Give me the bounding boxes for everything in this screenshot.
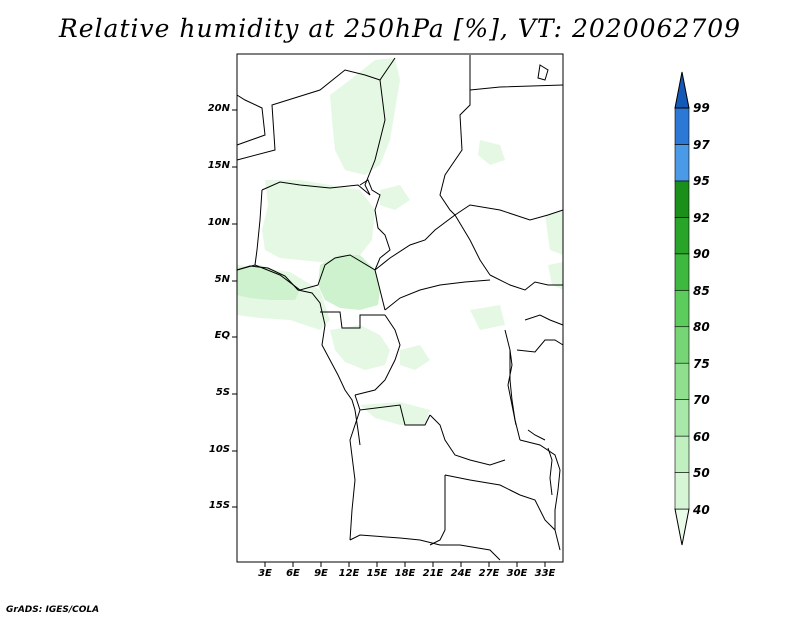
- colorbar-label-50: 50: [693, 466, 710, 480]
- colorbar-label-90: 90: [693, 247, 710, 261]
- colorbar: [674, 71, 690, 546]
- colorbar-segment-85-90: [674, 253, 690, 291]
- lat-label-eq: EQ: [214, 330, 230, 341]
- humidity-patch-gulf: [237, 265, 300, 300]
- lat-label-10s: 10S: [208, 444, 230, 455]
- lon-label-33e: 33E: [534, 568, 556, 579]
- colorbar-segment-92-95: [674, 180, 690, 218]
- humidity-patch-nigeria: [262, 180, 375, 265]
- humidity-shading: [237, 58, 563, 425]
- coastline: [236, 64, 553, 496]
- lat-label-5n: 5N: [214, 274, 230, 285]
- lon-ticks: [264, 562, 546, 567]
- map-frame: [236, 53, 564, 563]
- colorbar-segment-60-70: [674, 399, 690, 437]
- lon-label-27e: 27E: [478, 568, 500, 579]
- humidity-patch-chad: [380, 185, 410, 210]
- lon-label-30e: 30E: [506, 568, 528, 579]
- colorbar-label-60: 60: [693, 430, 710, 444]
- humidity-patch-cameroon: [318, 255, 380, 310]
- colorbar-label-75: 75: [693, 357, 710, 371]
- map-title: Relative humidity at 250hPa [%], VT: 202…: [58, 14, 742, 43]
- colorbar-segment-40-50: [674, 472, 690, 510]
- lon-label-9e: 9E: [314, 568, 328, 579]
- colorbar-label-40: 40: [693, 503, 710, 517]
- humidity-patch-east: [545, 210, 563, 255]
- lat-label-10n: 10N: [207, 217, 230, 228]
- lon-label-15e: 15E: [366, 568, 388, 579]
- lat-ticks: [232, 109, 237, 508]
- colorbar-segment-95-97: [674, 144, 690, 182]
- humidity-patch-sudan: [478, 140, 505, 165]
- lon-label-18e: 18E: [394, 568, 416, 579]
- grads-credit: GrADS: IGES/COLA: [6, 605, 100, 615]
- lon-label-3e: 3E: [258, 568, 272, 579]
- lat-label-15n: 15N: [207, 160, 230, 171]
- lon-label-12e: 12E: [338, 568, 360, 579]
- colorbar-label-95: 95: [693, 174, 710, 188]
- lon-label-6e: 6E: [286, 568, 300, 579]
- colorbar-segment-70-75: [674, 362, 690, 400]
- lat-label-5s: 5S: [215, 387, 230, 398]
- colorbar-label-70: 70: [693, 393, 710, 407]
- colorbar-label-92: 92: [693, 211, 710, 225]
- colorbar-segment-80-85: [674, 289, 690, 328]
- humidity-patch-east2: [548, 262, 563, 290]
- country-borders: [236, 55, 564, 561]
- humidity-patch-drc: [400, 345, 430, 370]
- colorbar-segment-90-92: [674, 217, 690, 255]
- colorbar-arrow-top: [674, 71, 690, 109]
- lon-label-24e: 24E: [450, 568, 472, 579]
- humidity-patch-congo: [330, 325, 390, 370]
- colorbar-label-97: 97: [693, 138, 710, 152]
- colorbar-segment-75-80: [674, 326, 690, 364]
- colorbar-label-99: 99: [693, 101, 710, 115]
- colorbar-segment-97-99: [674, 107, 690, 145]
- colorbar-segment-50-60: [674, 435, 690, 473]
- lon-label-21e: 21E: [422, 568, 444, 579]
- lat-label-15s: 15S: [208, 500, 230, 511]
- colorbar-label-80: 80: [693, 320, 710, 334]
- lat-label-20n: 20N: [207, 103, 230, 114]
- colorbar-label-85: 85: [693, 284, 710, 298]
- humidity-patch-north: [330, 58, 400, 175]
- humidity-patch-center: [470, 305, 505, 330]
- colorbar-arrow-bottom: [674, 508, 690, 546]
